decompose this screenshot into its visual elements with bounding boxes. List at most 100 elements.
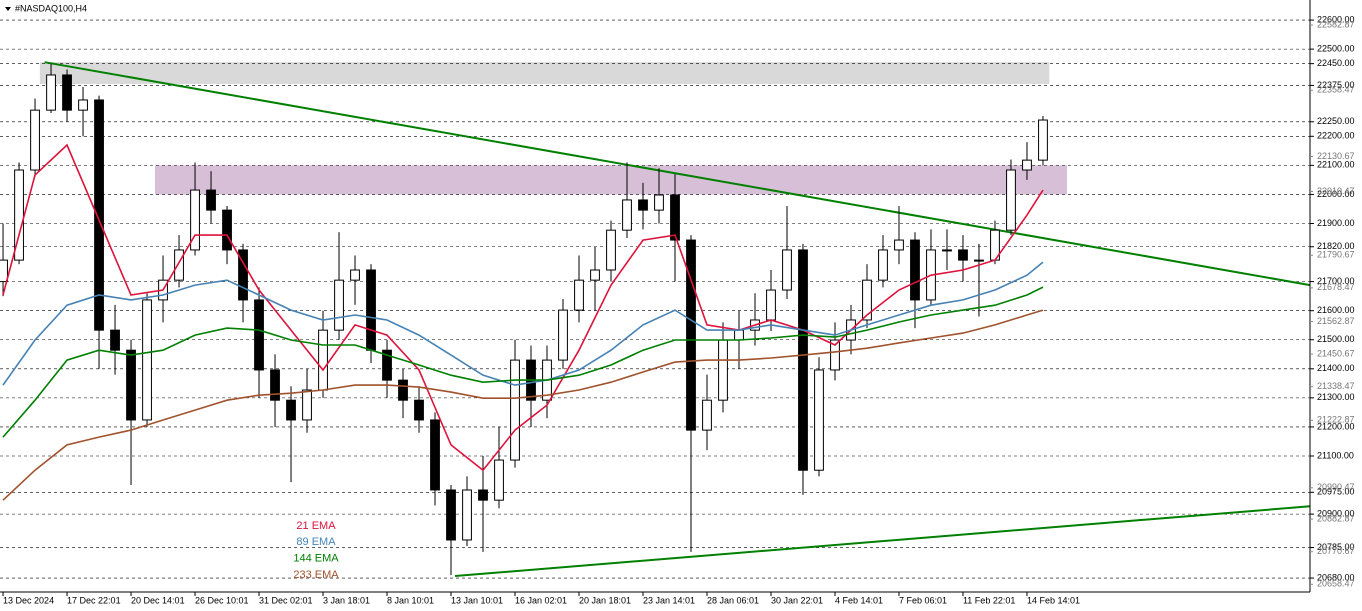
chart-title: #NASDAQ100,H4: [15, 3, 87, 13]
minor-y-tick-label: 22130.67: [1317, 151, 1355, 161]
candle-body: [446, 489, 456, 541]
y-tick-label: 22100.00: [1317, 160, 1355, 170]
candle-body: [382, 349, 392, 381]
candle-body: [142, 299, 152, 421]
candle-body: [206, 189, 216, 211]
x-tick-label: 20 Jan 18:01: [579, 595, 631, 605]
trendline: [454, 505, 1311, 578]
trendline: [44, 61, 1311, 287]
x-tick-label: 31 Dec 02:01: [259, 595, 313, 605]
x-tick-label: 20 Dec 14:01: [131, 595, 185, 605]
x-tick-label: 30 Jan 22:01: [771, 595, 823, 605]
candle-body: [238, 249, 248, 301]
candle-body: [414, 399, 424, 421]
menu-triangle: [5, 7, 11, 11]
candle-body: [462, 489, 472, 541]
y-tick-label: 21100.00: [1317, 450, 1354, 460]
candle-body: [46, 74, 56, 111]
candle-body: [302, 389, 312, 421]
legend-label: 144 EMA: [293, 553, 339, 565]
candle-body: [702, 399, 712, 431]
y-tick-label: 21600.00: [1317, 305, 1355, 315]
minor-y-tick-label: 22358.47: [1317, 85, 1355, 95]
minor-y-tick-label: 21678.47: [1317, 282, 1355, 292]
x-tick-label: 7 Feb 06:01: [899, 595, 947, 605]
y-tick-label: 22500.00: [1317, 43, 1355, 53]
y-tick-label: 20900.00: [1317, 508, 1355, 518]
y-tick-label: 22600.00: [1317, 14, 1355, 24]
candle-body: [366, 269, 376, 351]
candle-body: [126, 349, 136, 421]
candle-body: [174, 249, 184, 281]
candle-body: [1006, 169, 1016, 231]
minor-y-tick-label: 22010.47: [1317, 186, 1355, 196]
y-tick-label: 21400.00: [1317, 363, 1355, 373]
candle-body: [78, 99, 88, 111]
legend-label: 21 EMA: [296, 520, 336, 532]
legend-label: 89 EMA: [296, 536, 336, 548]
candle-body: [958, 249, 968, 261]
candle-body: [766, 289, 776, 321]
candle-body: [510, 359, 520, 461]
x-tick-label: 23 Jan 14:01: [643, 595, 695, 605]
x-tick-label: 17 Dec 22:01: [67, 595, 121, 605]
candle-body: [1038, 119, 1048, 161]
candle-body: [430, 419, 440, 491]
y-tick-label: 22375.00: [1317, 80, 1355, 90]
candle-body: [718, 339, 728, 401]
y-tick-label: 21700.00: [1317, 276, 1355, 286]
candle-body: [638, 199, 648, 211]
y-tick-label: 21300.00: [1317, 392, 1355, 402]
minor-y-tick-label: 22582.87: [1317, 19, 1355, 29]
candle-body: [686, 239, 696, 431]
x-tick-label: 16 Jan 02:01: [515, 595, 567, 605]
candle-body: [286, 399, 296, 421]
x-tick-label: 11 Feb 22:01: [963, 595, 1015, 605]
minor-y-tick-label: 20658.47: [1317, 579, 1355, 589]
candle-body: [30, 109, 40, 171]
candle-body: [894, 239, 904, 251]
x-tick-label: 8 Jan 10:01: [387, 595, 434, 605]
candle-body: [334, 279, 344, 331]
ema-line: [2, 286, 1044, 438]
y-tick-label: 21500.00: [1317, 334, 1355, 344]
minor-y-tick-label: 21222.87: [1317, 415, 1355, 425]
x-tick-label: 13 Jan 10:01: [451, 595, 503, 605]
candle-body: [622, 199, 632, 231]
plot-layer: [0, 19, 1311, 579]
x-tick-label: 4 Feb 14:01: [835, 595, 883, 605]
candle-body: [798, 249, 808, 471]
x-tick-label: 28 Jan 06:01: [707, 595, 759, 605]
candle-body: [350, 269, 360, 281]
y-tick-label: 20785.00: [1317, 542, 1355, 552]
candle-body: [782, 249, 792, 291]
candle-body: [222, 209, 232, 251]
candle-body: [862, 279, 872, 321]
x-tick-label: 14 Feb 14:01: [1027, 595, 1080, 605]
candle-body: [574, 279, 584, 311]
candle-body: [910, 239, 920, 301]
candle-body: [590, 269, 600, 281]
candle-body: [318, 329, 328, 391]
minor-y-tick-label: 20990.47: [1317, 482, 1355, 492]
candle-body: [974, 259, 984, 262]
candle-body: [190, 189, 200, 251]
candle-body: [478, 489, 488, 501]
price-zone: [155, 165, 1067, 195]
y-tick-label: 20975.00: [1317, 487, 1355, 497]
candle-body: [494, 459, 504, 501]
minor-y-tick-label: 21562.87: [1317, 316, 1355, 326]
y-tick-label: 21820.00: [1317, 241, 1355, 251]
candle-body: [254, 299, 264, 371]
x-tick-label: 26 Dec 10:01: [195, 595, 249, 605]
y-tick-label: 22000.00: [1317, 189, 1355, 199]
candle-body: [606, 229, 616, 271]
candle-body: [734, 329, 744, 341]
price-zone: [39, 62, 1050, 84]
candle-body: [0, 259, 8, 283]
y-tick-label: 21200.00: [1317, 421, 1355, 431]
y-tick-label: 22250.00: [1317, 116, 1355, 126]
